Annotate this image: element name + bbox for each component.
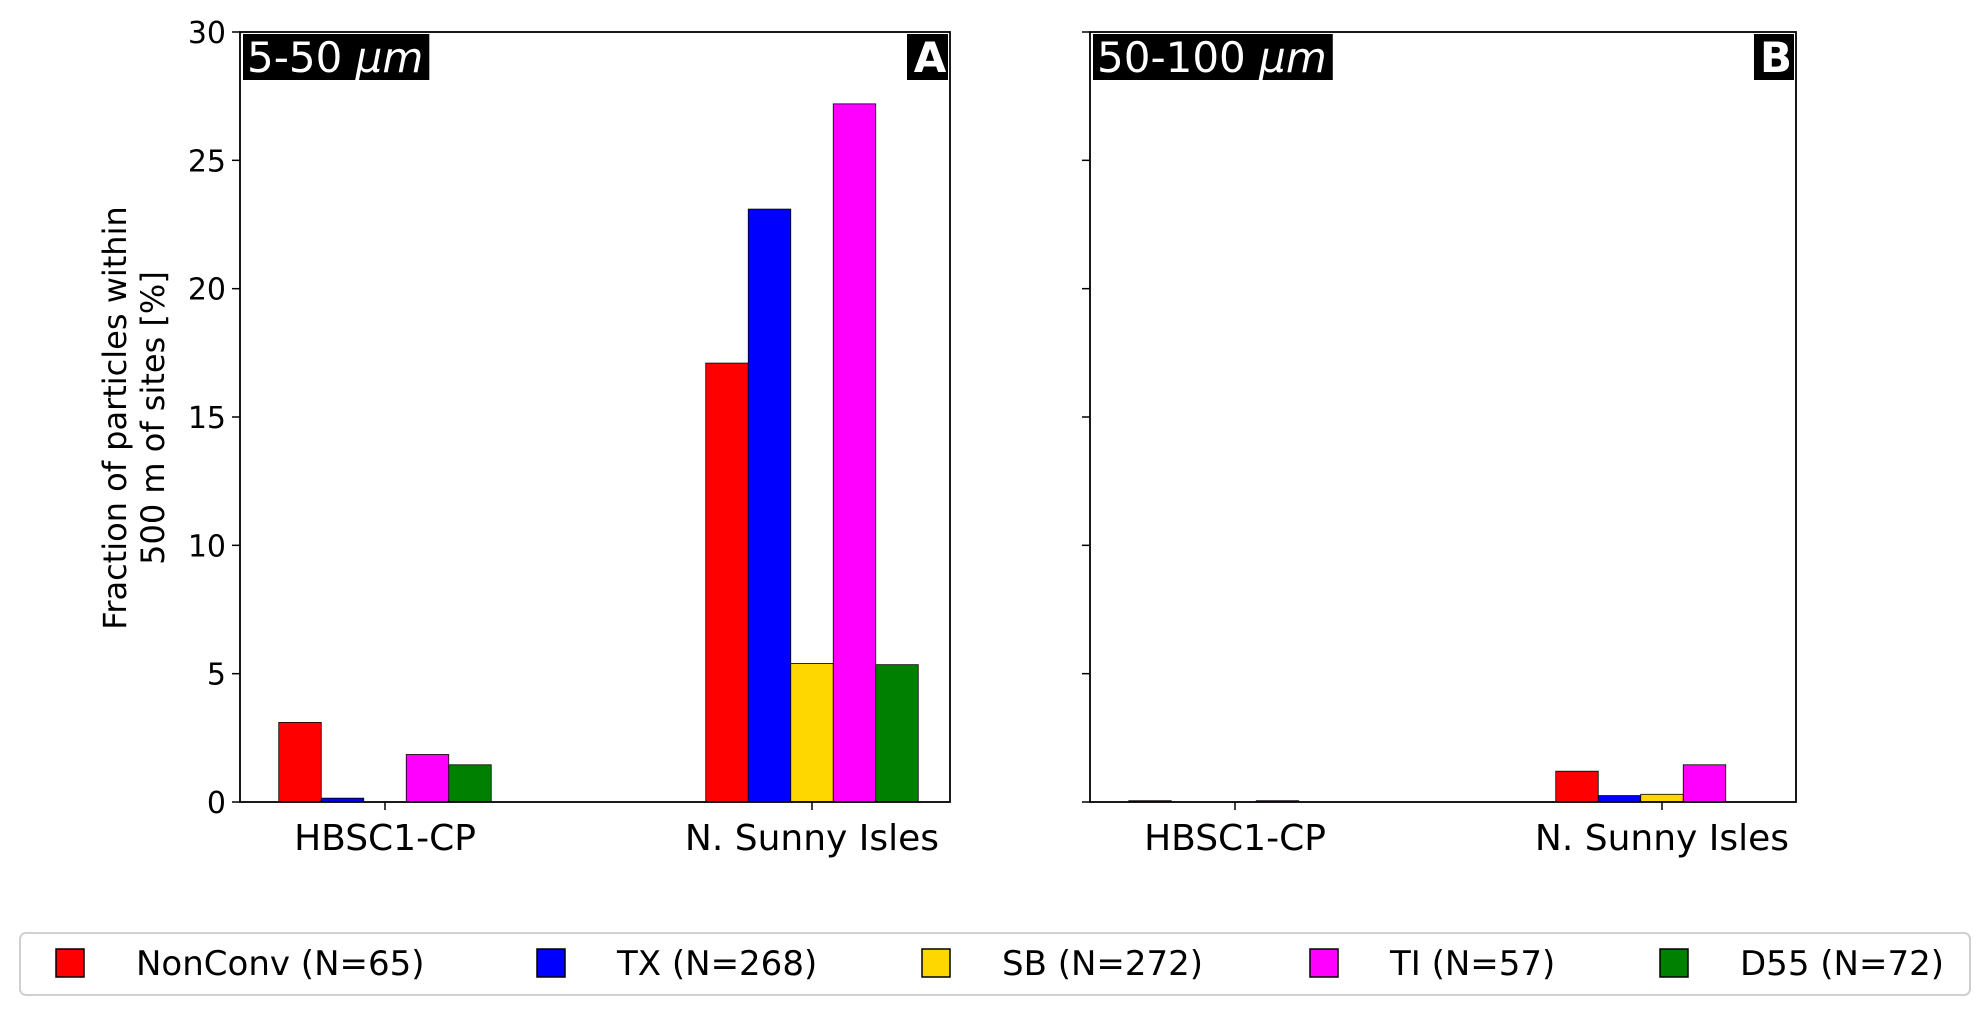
bar-a-1-1 [747, 208, 792, 803]
y-tick-label: 20 [188, 273, 226, 308]
x-tick-label: HBSC1-CP [294, 818, 476, 859]
bar-a-1-3 [832, 103, 877, 803]
y-axis-label-line2: 500 m of sites [%] [134, 271, 172, 565]
bar-a-1-4 [875, 664, 919, 803]
panel-a: HBSC1-CP N. Sunny Isles 0 5 10 15 20 25 30 5-50 μ… [188, 16, 951, 859]
size-range-tag-bg [1093, 34, 1333, 80]
legend-label: TI (N=57) [1389, 944, 1555, 984]
bar-a-0-4 [448, 764, 492, 803]
size-range-unit: μm [355, 33, 424, 82]
y-tick-label: 5 [207, 658, 226, 693]
y-axis-label-line1: Fraction of particles within [96, 206, 134, 630]
legend-label: SB (N=272) [1002, 944, 1203, 984]
x-tick-label: N. Sunny Isles [685, 818, 939, 859]
size-range-tag: 50-100 μm [1093, 33, 1333, 82]
y-tick-label: 15 [188, 401, 226, 436]
legend-label: NonConv (N=65) [136, 944, 425, 984]
size-range-value: 5-50 [247, 33, 356, 82]
axes-frame [1089, 31, 1797, 803]
legend-frame [19, 932, 1971, 996]
bar-a-0-0 [278, 722, 322, 803]
legend-swatch [1309, 948, 1339, 978]
y-tick-label: 30 [188, 16, 226, 51]
legend-entries: NonConv (N=65) TX (N=268) SB (N=272) TI (N=… [55, 944, 1944, 984]
legend-swatch [55, 948, 85, 978]
size-range-tag-text: 50-100 μm [1097, 33, 1327, 82]
legend-label: TX (N=268) [616, 944, 817, 984]
panel-b: HBSC1-CP N. Sunny Isles 50-100 μm B [1082, 31, 1797, 859]
size-range-tag: 5-50 μm [243, 33, 430, 82]
x-tick-label: N. Sunny Isles [1535, 818, 1789, 859]
bar-b-1-1 [1597, 795, 1642, 803]
size-range-tag-text: 5-50 μm [247, 33, 423, 82]
y-tick-label: 0 [207, 786, 226, 821]
bar-b-1-3 [1682, 764, 1727, 803]
panel-letter: B [1760, 33, 1792, 82]
panel-letter-tag: A [907, 33, 948, 82]
size-range-tag-bg [243, 34, 430, 80]
panel-letter-bg [907, 34, 948, 80]
panel-letter-tag: B [1753, 33, 1794, 82]
axes-frame [239, 31, 951, 803]
bar-a-1-2 [790, 663, 834, 803]
legend-swatch [536, 948, 566, 978]
legend-swatch [921, 948, 951, 978]
panel-letter: A [914, 33, 947, 82]
legend-label: D55 (N=72) [1740, 944, 1944, 984]
bar-b-1-0 [1555, 770, 1599, 803]
bar-a-1-0 [705, 362, 749, 803]
size-range-value: 50-100 [1097, 33, 1259, 82]
y-tick-label: 25 [188, 144, 226, 179]
panel-letter-bg [1753, 34, 1794, 80]
x-tick-label: HBSC1-CP [1144, 818, 1326, 859]
y-tick-label: 10 [188, 529, 226, 564]
size-range-unit: μm [1258, 33, 1327, 82]
legend: NonConv (N=65) TX (N=268) SB (N=272) TI (N=… [19, 932, 1971, 996]
bar-b-1-2 [1640, 793, 1684, 803]
bar-a-0-3 [405, 754, 450, 803]
legend-swatch [1659, 948, 1689, 978]
